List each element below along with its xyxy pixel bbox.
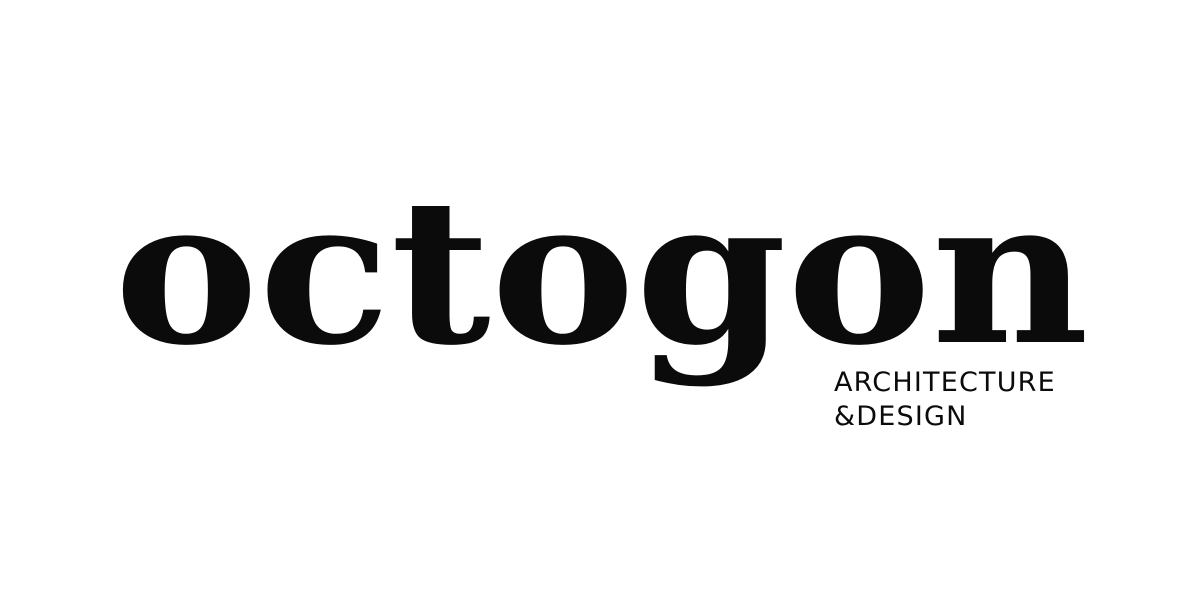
tagline-line-2: &DESIGN (834, 401, 968, 432)
tagline-line-1: ARCHITECTURE (834, 367, 1056, 398)
wordmark-text: octogon (114, 155, 1089, 390)
wordmark-svg: octogon (114, 155, 1089, 390)
logo-tagline: ARCHITECTURE &DESIGN (834, 366, 1094, 434)
logo-wordmark: octogon (114, 155, 1089, 390)
